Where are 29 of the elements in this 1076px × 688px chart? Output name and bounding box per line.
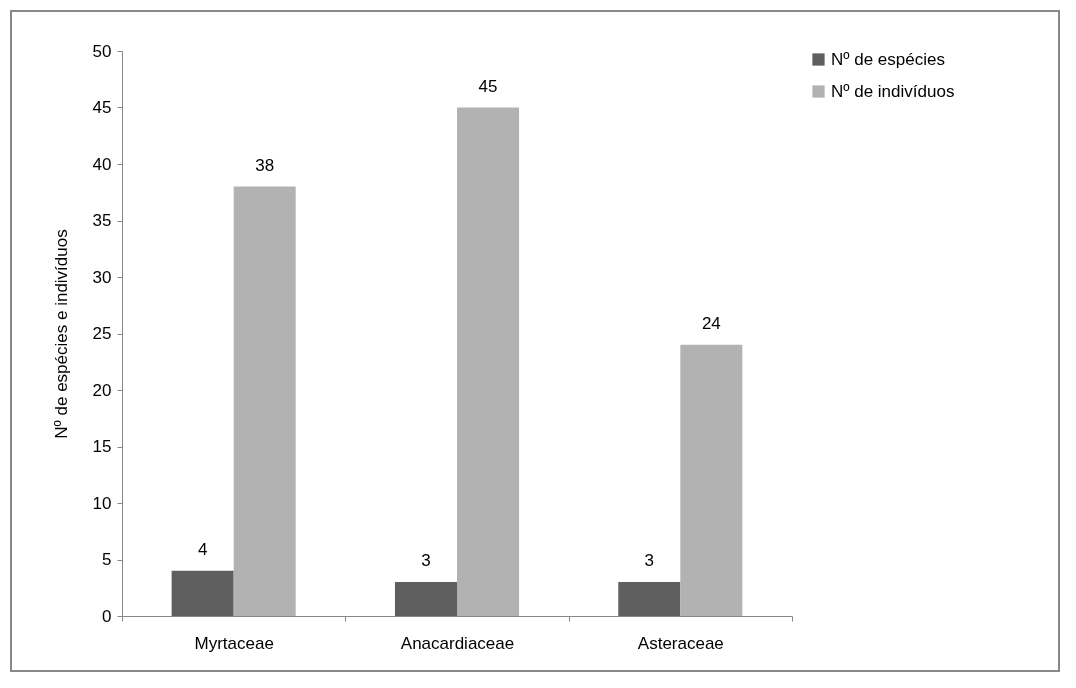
y-tick-label: 25 bbox=[92, 324, 112, 343]
y-tick-label: 35 bbox=[92, 211, 112, 230]
y-tick-label: 30 bbox=[92, 267, 112, 287]
data-label: 4 bbox=[197, 539, 208, 559]
data-label: 45 bbox=[478, 76, 498, 96]
data-label: 3 bbox=[644, 551, 655, 571]
x-tick-label: Myrtaceae bbox=[194, 633, 274, 653]
bar bbox=[394, 582, 457, 616]
legend-label: Nº de espécies bbox=[831, 49, 945, 69]
bar bbox=[618, 582, 681, 616]
data-label: 24 bbox=[701, 313, 721, 333]
bar bbox=[171, 570, 234, 616]
y-tick-label: 5 bbox=[102, 550, 112, 569]
data-label: 3 bbox=[421, 551, 431, 571]
x-tick-label: Asteraceae bbox=[637, 633, 724, 653]
y-tick-label: 40 bbox=[92, 154, 112, 174]
y-tick-label: 20 bbox=[92, 380, 112, 400]
y-axis-title: Nº de espécies e indivíduos bbox=[51, 229, 71, 439]
y-tick-label: 15 bbox=[92, 437, 112, 456]
bar bbox=[680, 344, 743, 616]
y-tick-label: 50 bbox=[92, 41, 112, 61]
y-tick-label: 10 bbox=[92, 493, 112, 513]
bar bbox=[233, 186, 296, 616]
x-tick-label: Anacardiaceae bbox=[400, 633, 515, 653]
legend-label: Nº de indivíduos bbox=[831, 81, 955, 101]
data-label: 38 bbox=[255, 155, 275, 175]
bar bbox=[457, 107, 520, 616]
y-tick-label: 45 bbox=[92, 98, 112, 117]
y-tick-label: 0 bbox=[102, 606, 112, 626]
